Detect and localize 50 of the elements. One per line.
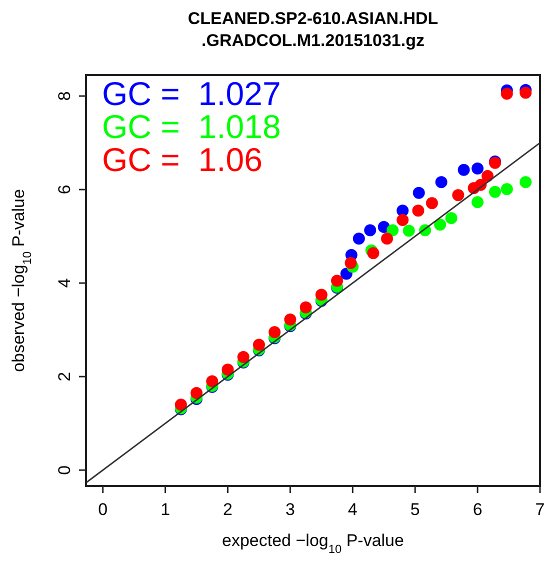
point [206,375,218,388]
point [268,326,281,338]
point [435,176,448,188]
x-tick-label: 1 [160,500,170,519]
point [500,183,513,196]
point [412,204,424,217]
point [412,186,425,199]
point [472,196,484,208]
point [434,218,446,231]
point [482,170,494,182]
point [237,350,250,363]
point [500,88,513,100]
point [364,224,376,236]
point [367,247,380,260]
point [386,224,399,236]
point [452,189,464,202]
y-tick-label: 8 [55,91,74,101]
point [344,256,357,269]
point [472,162,484,175]
point [284,314,296,326]
x-axis-title: expected −log$_{10}$ P-value [222,531,404,556]
point [331,274,344,287]
point [396,214,409,226]
point [381,232,393,245]
point [315,288,328,301]
x-tick-label: 4 [348,500,358,519]
chart-title: CLEANED.SP2-610.ASIAN.HDL .GRADCOL.M1.20151031.gz [188,9,438,50]
x-tick-label: 3 [285,500,295,519]
point [252,338,265,351]
point [445,212,458,224]
x-tick-label: 2 [223,500,232,519]
y-tick-label: 6 [55,184,74,194]
point [489,186,502,198]
y-tick-label: 2 [55,372,74,382]
point [520,86,532,99]
point [174,398,187,411]
y-tick-label: 4 [55,278,74,288]
point [458,164,470,176]
point [402,224,415,237]
y-tick-label: 0 [55,465,74,475]
point [352,232,365,245]
point [300,301,312,314]
x-tick-label: 7 [535,500,545,519]
point [520,176,532,188]
point [426,197,438,210]
x-tick-label: 6 [472,500,482,519]
x-tick-label: 5 [410,500,420,519]
point [222,364,234,376]
x-tick-label: 0 [98,500,108,519]
point [190,386,203,399]
